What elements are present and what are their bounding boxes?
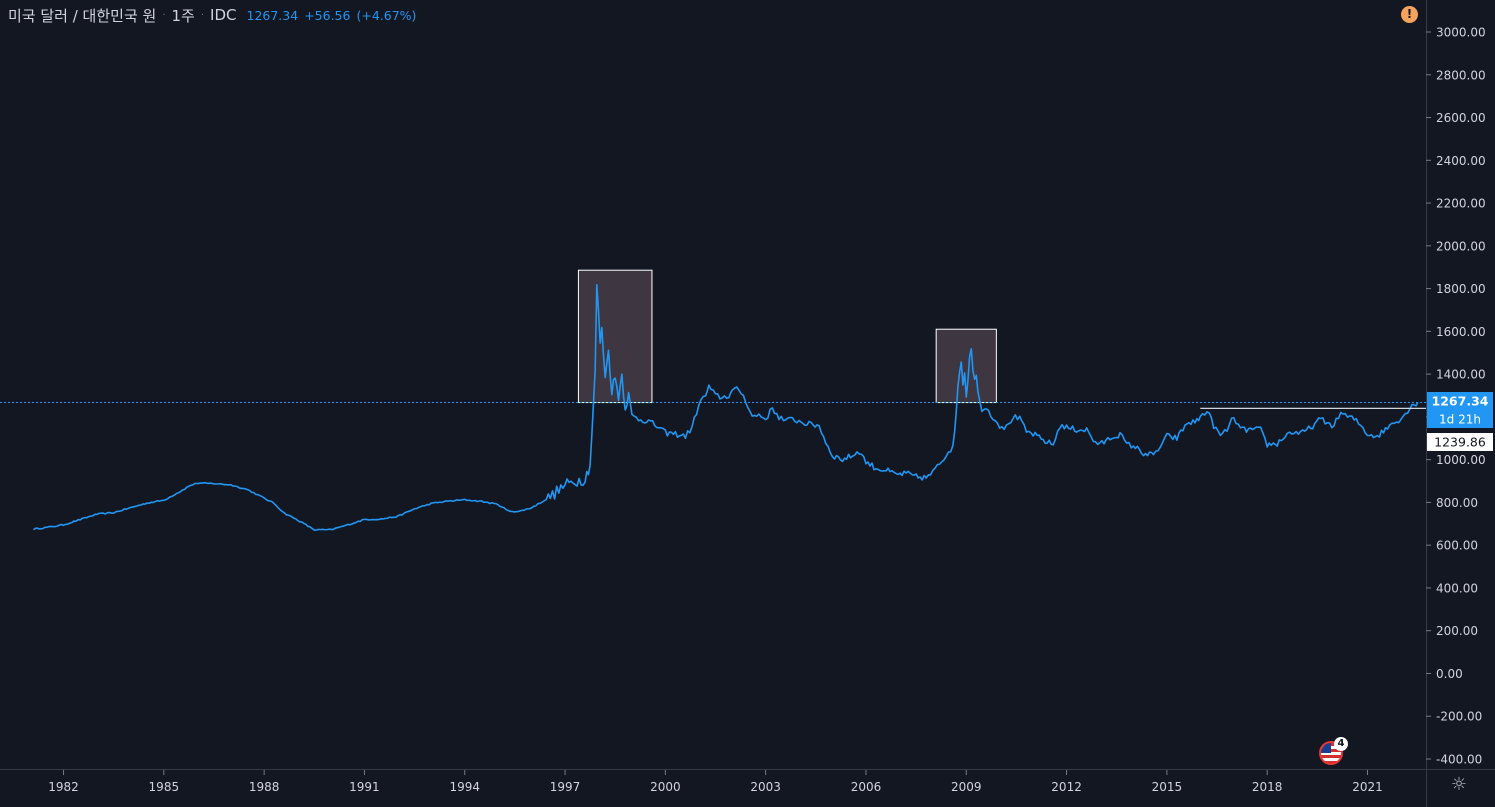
series-group xyxy=(33,283,1419,531)
marker-price-tag-bg xyxy=(1427,433,1493,451)
x-tick-label: 1997 xyxy=(550,780,581,794)
y-tick-label: 600.00 xyxy=(1436,539,1478,553)
settings-icon[interactable]: ☼ xyxy=(1450,774,1468,795)
y-tick-label: 2600.00 xyxy=(1436,111,1486,125)
countdown-tag-bg xyxy=(1427,410,1493,428)
y-tick-label: 800.00 xyxy=(1436,496,1478,510)
warning-icon[interactable]: ! xyxy=(1401,6,1418,23)
legend-separator: · xyxy=(162,9,166,21)
countdown-tag: 1d 21h xyxy=(1439,413,1481,427)
y-tick-label: 1600.00 xyxy=(1436,325,1486,339)
y-tick-label: -400.00 xyxy=(1436,753,1482,767)
y-tick-label: 2800.00 xyxy=(1436,68,1486,82)
legend-change: +56.56 xyxy=(304,7,351,23)
data-source: IDC xyxy=(210,6,237,24)
y-tick-label: 2000.00 xyxy=(1436,239,1486,253)
y-tick-label: 1800.00 xyxy=(1436,282,1486,296)
y-tick-label: -200.00 xyxy=(1436,710,1482,724)
legend-separator: · xyxy=(200,9,205,21)
last-price-tag-bg xyxy=(1427,392,1493,410)
symbol-name[interactable]: 미국 달러 / 대한민국 원 xyxy=(8,6,157,25)
y-tick-label: 2200.00 xyxy=(1436,197,1486,211)
y-tick-label: 2400.00 xyxy=(1436,154,1486,168)
highlight-box-1[interactable] xyxy=(577,269,653,404)
legend-values: 1267.34 +56.56 (+4.67%) xyxy=(247,8,423,23)
x-tick-label: 1985 xyxy=(149,780,180,794)
y-tick-label: 200.00 xyxy=(1436,624,1478,638)
x-tick-label: 2015 xyxy=(1152,780,1183,794)
legend-last-price: 1267.34 xyxy=(246,7,299,23)
interval-label[interactable]: 1주 xyxy=(171,6,195,25)
price-tags: 1267.34 1d 21h 1239.86 xyxy=(1427,392,1493,451)
x-tick-label: 2018 xyxy=(1252,780,1283,794)
x-tick-label: 1991 xyxy=(349,780,380,794)
price-lines xyxy=(0,401,1426,409)
y-tick-label: 3000.00 xyxy=(1436,26,1486,40)
y-tick-label: 1400.00 xyxy=(1436,368,1486,382)
y-tick-label: 0.00 xyxy=(1436,667,1463,681)
x-tick-label: 2021 xyxy=(1352,780,1383,794)
y-tick-label: 1000.00 xyxy=(1436,453,1486,467)
marker-price-tag: 1239.86 xyxy=(1434,435,1486,450)
last-price-tag: 1267.34 xyxy=(1432,394,1489,409)
x-tick-label: 2006 xyxy=(851,780,882,794)
x-tick-label: 1994 xyxy=(449,780,480,794)
chart-legend: 미국 달러 / 대한민국 원 · 1주 · IDC 1267.34 +56.56 (… xyxy=(8,4,422,26)
x-tick-label: 1988 xyxy=(249,780,280,794)
x-tick-label: 1982 xyxy=(48,780,79,794)
x-tick-label: 2012 xyxy=(1051,780,1082,794)
x-tick-label: 2000 xyxy=(650,780,681,794)
price-series-line[interactable] xyxy=(33,283,1419,531)
time-axis[interactable]: 1982 1985 1988 1991 1994 1997 2000 2003 2006 2009… xyxy=(48,770,1383,794)
x-tick-label: 2009 xyxy=(951,780,982,794)
y-tick-label: 400.00 xyxy=(1436,581,1478,595)
events-count-badge: 4 xyxy=(1334,737,1348,751)
x-tick-label: 2003 xyxy=(750,780,781,794)
legend-change-pct: (+4.67%) xyxy=(356,7,417,23)
